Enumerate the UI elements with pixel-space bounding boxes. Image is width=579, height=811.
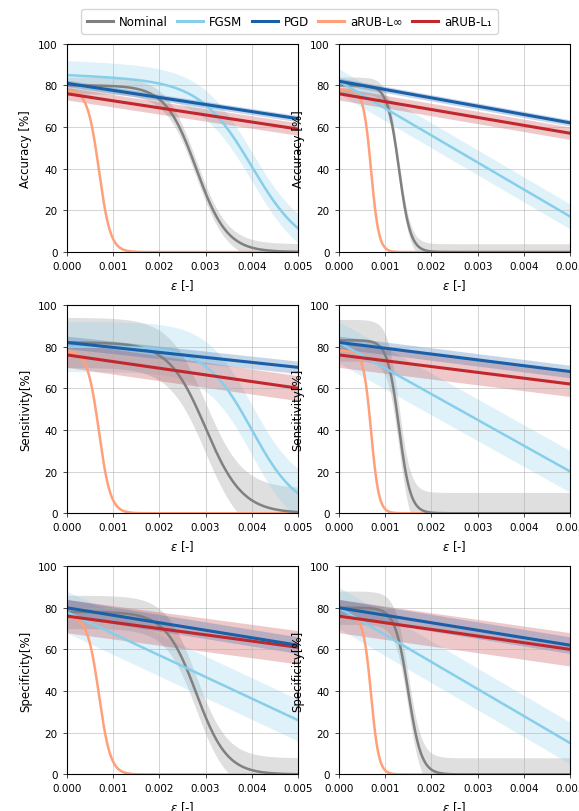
Y-axis label: Specificity[%]: Specificity[%]	[291, 630, 305, 711]
Text: (a)  Accuracy on FGSM attacks.: (a) Accuracy on FGSM attacks.	[90, 315, 274, 328]
X-axis label: $\varepsilon$ [-]: $\varepsilon$ [-]	[170, 539, 195, 553]
Text: (c)  Sensitivity on FGSM attacks.: (c) Sensitivity on FGSM attacks.	[87, 576, 278, 589]
Y-axis label: Accuracy [%]: Accuracy [%]	[291, 109, 305, 187]
Text: (b)  Accuracy on PGD attacks.: (b) Accuracy on PGD attacks.	[367, 315, 543, 328]
Y-axis label: Sensitivity[%]: Sensitivity[%]	[291, 368, 305, 451]
Y-axis label: Accuracy [%]: Accuracy [%]	[19, 109, 32, 187]
X-axis label: $\varepsilon$ [-]: $\varepsilon$ [-]	[170, 799, 195, 811]
X-axis label: $\varepsilon$ [-]: $\varepsilon$ [-]	[442, 539, 467, 553]
X-axis label: $\varepsilon$ [-]: $\varepsilon$ [-]	[442, 277, 467, 292]
Y-axis label: Sensitivity[%]: Sensitivity[%]	[19, 368, 32, 451]
X-axis label: $\varepsilon$ [-]: $\varepsilon$ [-]	[170, 277, 195, 292]
Legend: Nominal, FGSM, PGD, aRUB-L∞, aRUB-L₁: Nominal, FGSM, PGD, aRUB-L∞, aRUB-L₁	[81, 10, 498, 35]
Text: (d)  Sensitivity on PGD attacks.: (d) Sensitivity on PGD attacks.	[362, 576, 547, 589]
Y-axis label: Specificity[%]: Specificity[%]	[19, 630, 32, 711]
X-axis label: $\varepsilon$ [-]: $\varepsilon$ [-]	[442, 799, 467, 811]
